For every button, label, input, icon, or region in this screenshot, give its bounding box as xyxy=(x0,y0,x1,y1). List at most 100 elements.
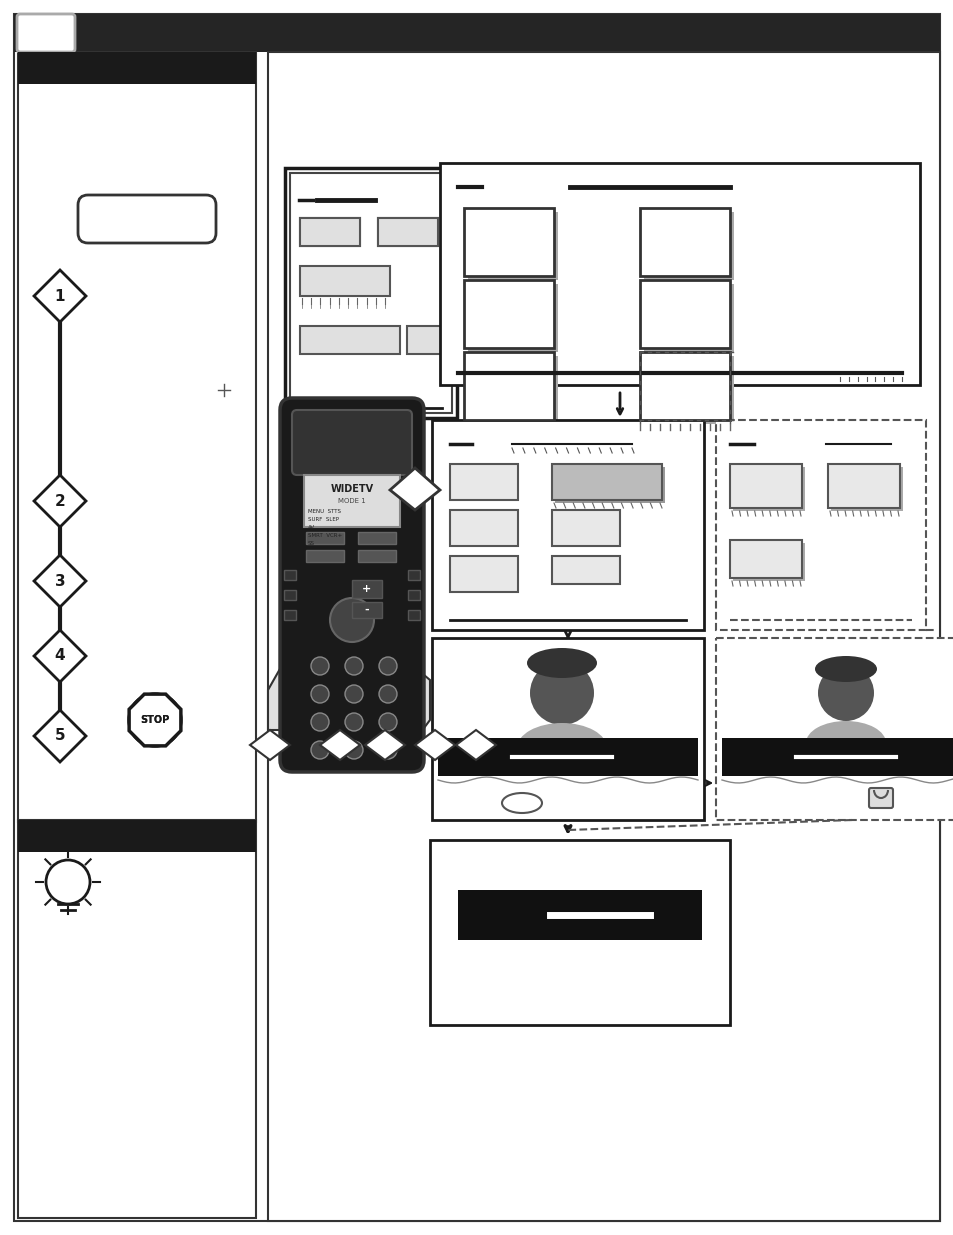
Bar xyxy=(430,840,729,1025)
Circle shape xyxy=(46,860,90,904)
Text: MODE 1: MODE 1 xyxy=(337,498,366,504)
Bar xyxy=(408,571,419,580)
Circle shape xyxy=(530,661,594,725)
Bar xyxy=(468,212,558,280)
Bar xyxy=(408,610,419,620)
Bar xyxy=(721,739,953,776)
Bar xyxy=(639,207,729,275)
Bar xyxy=(306,532,344,543)
Bar xyxy=(639,280,729,348)
Bar xyxy=(643,284,733,352)
Bar xyxy=(827,464,899,508)
Bar xyxy=(463,352,554,420)
Text: MENU  STTS: MENU STTS xyxy=(308,509,340,514)
Circle shape xyxy=(311,713,329,731)
Bar xyxy=(357,550,395,562)
Bar xyxy=(732,543,804,580)
Polygon shape xyxy=(415,730,455,760)
Text: 3: 3 xyxy=(54,573,65,589)
Circle shape xyxy=(345,685,363,703)
Circle shape xyxy=(129,694,181,746)
Bar xyxy=(284,571,295,580)
Bar xyxy=(290,173,452,412)
Bar xyxy=(729,464,801,508)
Ellipse shape xyxy=(526,648,597,678)
Bar xyxy=(437,739,698,776)
Bar xyxy=(18,52,255,84)
Bar xyxy=(432,420,703,630)
Text: 1: 1 xyxy=(54,289,65,304)
Bar xyxy=(552,556,619,584)
Bar xyxy=(729,540,801,578)
Bar xyxy=(830,467,902,511)
Polygon shape xyxy=(34,555,86,606)
Bar xyxy=(463,207,554,275)
Bar xyxy=(468,284,558,352)
Bar xyxy=(407,326,449,354)
Ellipse shape xyxy=(805,721,885,764)
FancyBboxPatch shape xyxy=(17,14,75,52)
Polygon shape xyxy=(34,630,86,682)
Bar xyxy=(299,326,399,354)
Polygon shape xyxy=(365,730,405,760)
Bar xyxy=(284,610,295,620)
Circle shape xyxy=(378,685,396,703)
Bar xyxy=(552,464,661,500)
Text: 4: 4 xyxy=(54,648,65,663)
Ellipse shape xyxy=(814,656,876,682)
Bar xyxy=(639,352,729,420)
Text: AV: AV xyxy=(308,525,314,530)
Polygon shape xyxy=(395,671,430,740)
Text: WIDETV: WIDETV xyxy=(330,484,374,494)
Circle shape xyxy=(311,685,329,703)
Circle shape xyxy=(378,741,396,760)
Bar xyxy=(552,510,619,546)
Bar xyxy=(439,163,919,385)
Text: STOP: STOP xyxy=(140,715,170,725)
Text: 2: 2 xyxy=(54,494,66,509)
Circle shape xyxy=(330,598,374,642)
Bar xyxy=(377,219,437,246)
Bar xyxy=(18,52,255,823)
Bar xyxy=(18,820,255,1218)
Bar xyxy=(457,890,701,940)
Bar xyxy=(306,550,344,562)
Bar xyxy=(450,464,517,500)
Polygon shape xyxy=(268,659,305,730)
Polygon shape xyxy=(390,468,439,510)
Polygon shape xyxy=(34,270,86,322)
Bar xyxy=(643,356,733,424)
Bar xyxy=(432,638,703,820)
Text: +: + xyxy=(362,584,372,594)
Ellipse shape xyxy=(501,793,541,813)
Text: SS: SS xyxy=(308,541,314,546)
Polygon shape xyxy=(250,730,290,760)
FancyBboxPatch shape xyxy=(78,195,215,243)
Text: SMRT  VCR+: SMRT VCR+ xyxy=(308,534,342,538)
Polygon shape xyxy=(34,710,86,762)
Bar xyxy=(450,510,517,546)
Text: SURF  SLEP: SURF SLEP xyxy=(308,517,338,522)
Bar xyxy=(299,219,359,246)
Bar xyxy=(268,52,939,1221)
Circle shape xyxy=(345,713,363,731)
Text: -: - xyxy=(364,605,369,615)
Bar xyxy=(450,556,517,592)
Bar xyxy=(732,467,804,511)
Bar xyxy=(352,580,381,598)
Bar xyxy=(716,638,953,820)
Circle shape xyxy=(345,741,363,760)
Polygon shape xyxy=(296,424,683,739)
Bar xyxy=(716,420,925,630)
Polygon shape xyxy=(456,730,496,760)
Bar xyxy=(377,219,437,246)
Circle shape xyxy=(378,713,396,731)
Text: 5: 5 xyxy=(54,729,65,743)
Text: STOP: STOP xyxy=(140,715,170,725)
Circle shape xyxy=(311,657,329,676)
Circle shape xyxy=(311,741,329,760)
Bar xyxy=(285,168,456,417)
Bar xyxy=(408,590,419,600)
Bar xyxy=(299,219,359,246)
Bar xyxy=(304,475,399,527)
